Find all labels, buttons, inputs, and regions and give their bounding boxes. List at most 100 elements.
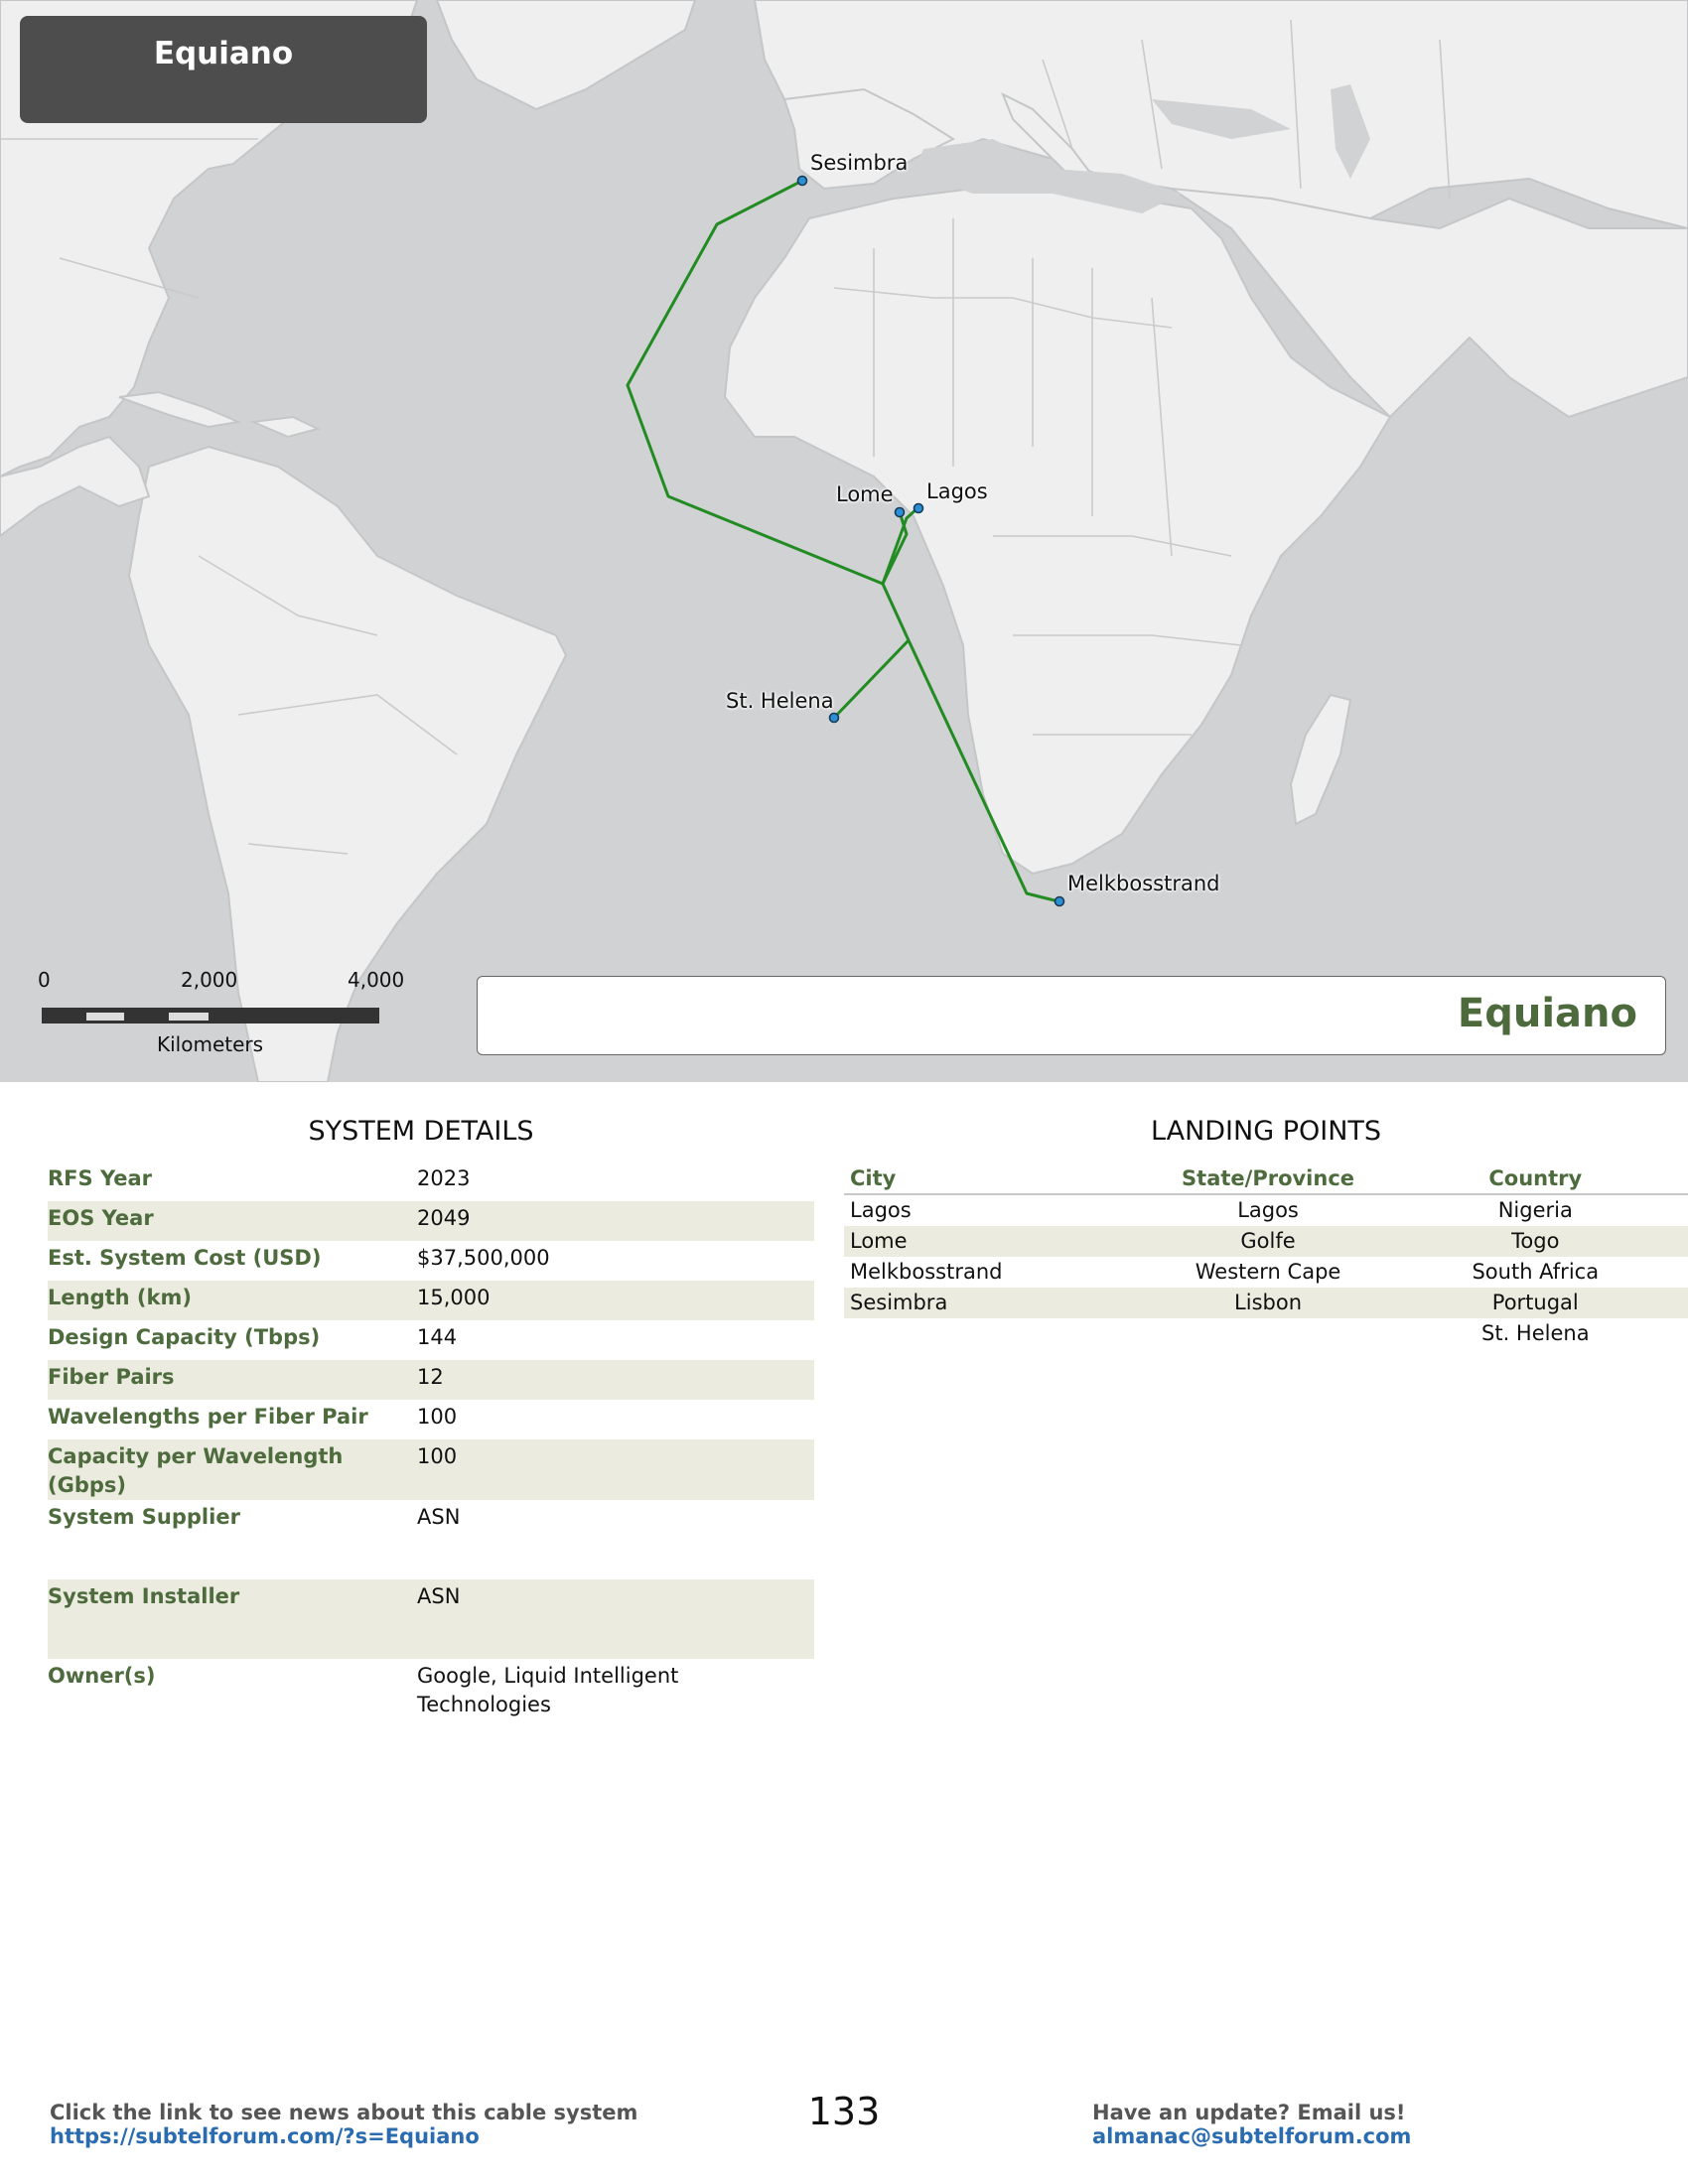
iberia-landmass [782,87,956,191]
table-row: Sesimbra Lisbon Portugal [844,1288,1688,1318]
news-footer: Click the link to see news about this ca… [50,2101,637,2148]
detail-value: ASN [417,1584,461,1608]
landing-point-lome-marker [894,506,906,518]
table-row: Melkbosstrand Western Cape South Africa [844,1257,1688,1288]
map-title: Equiano [153,36,294,71]
state-cell: Lagos [1237,1198,1299,1222]
cable-route [626,179,1059,903]
africa-landmass [723,182,1392,876]
detail-row: RFS Year 2023 [48,1161,814,1201]
detail-row: Capacity per Wavelength (Gbps) 100 [48,1439,814,1500]
detail-label: Design Capacity (Tbps) [48,1325,321,1349]
map-title-box: Equiano [20,16,427,123]
column-header-country: Country [1488,1166,1583,1190]
landing-points-table: City State/Province Country Lagos Lagos … [844,1163,1688,1349]
detail-row: Fiber Pairs 12 [48,1360,814,1400]
central-america-landmass [0,435,151,538]
detail-value: 2023 [417,1166,471,1190]
landing-points-header-row: City State/Province Country [844,1163,1688,1195]
country-cell: Portugal [1491,1291,1579,1314]
detail-value: 12 [417,1365,444,1389]
map-geography [0,0,1688,1082]
detail-row: Wavelengths per Fiber Pair 100 [48,1400,814,1439]
table-row: St. Helena [844,1318,1688,1349]
landing-point-melkbosstrand-marker [1054,895,1065,907]
update-footer: Have an update? Email us! almanac@subtel… [1092,2101,1411,2148]
landing-points-heading: LANDING POINTS [1150,1116,1382,1147]
cable-name: Equiano [1457,991,1637,1036]
detail-label: RFS Year [48,1166,152,1190]
madagascar-landmass [1289,693,1352,826]
country-cell: South Africa [1472,1260,1600,1284]
scale-unit: Kilometers [157,1032,264,1056]
detail-value: $37,500,000 [417,1246,550,1270]
city-cell [844,1318,1154,1349]
news-link[interactable]: https://subtelforum.com/?s=Equiano [50,2124,480,2148]
detail-label: Length (km) [48,1286,192,1309]
detail-value: 15,000 [417,1286,491,1309]
system-details-table: RFS Year 2023 EOS Year 2049 Est. System … [48,1161,814,1719]
city-cell: Melkbosstrand [850,1260,1003,1284]
cuba-landmass [118,390,242,429]
page-number: 133 [807,2090,881,2133]
landing-point-label: Lome [836,482,894,506]
system-details-heading: SYSTEM DETAILS [308,1116,534,1147]
city-cell: Lagos [850,1198,912,1222]
detail-row: Length (km) 15,000 [48,1281,814,1320]
detail-row: System Supplier ASN [48,1500,814,1579]
south-america-landmass [127,445,568,1082]
column-header-state: State/Province [1182,1166,1355,1190]
detail-value: 100 [417,1405,458,1429]
detail-row: Owner(s) Google, Liquid Intelligent Tech… [48,1659,814,1719]
detail-value: 2049 [417,1206,471,1230]
detail-value: 100 [417,1444,458,1468]
scale-tick: 0 [38,968,51,992]
landing-point-sesimbra-marker [796,175,808,187]
table-row: Lome Golfe Togo [844,1226,1688,1257]
detail-row: EOS Year 2049 [48,1201,814,1241]
country-cell: Togo [1511,1229,1560,1253]
state-cell: Lisbon [1234,1291,1303,1314]
update-text: Have an update? Email us! [1092,2101,1406,2124]
landing-point-label: Melkbosstrand [1067,872,1220,895]
column-header-city: City [850,1166,897,1190]
scale-bar: 0 2,000 4,000 Kilometers [30,968,427,1067]
state-cell: Western Cape [1195,1260,1341,1284]
state-cell [1154,1318,1383,1349]
hispaniola-landmass [249,415,321,439]
detail-row: Est. System Cost (USD) $37,500,000 [48,1241,814,1281]
detail-row: Design Capacity (Tbps) 144 [48,1320,814,1360]
detail-label: Fiber Pairs [48,1365,175,1389]
detail-value: ASN [417,1505,461,1529]
scale-bar-graphic [42,1008,379,1024]
state-cell: Golfe [1240,1229,1296,1253]
city-cell: Sesimbra [850,1291,948,1314]
country-cell: St. Helena [1481,1321,1590,1345]
detail-label: EOS Year [48,1206,154,1230]
landing-point-label: St. Helena [726,689,834,713]
country-cell: Nigeria [1497,1198,1573,1222]
greenland-landmass [435,0,697,111]
scale-tick: 2,000 [181,968,238,992]
landing-point-lagos-marker [913,502,924,514]
news-text: Click the link to see news about this ca… [50,2101,638,2124]
detail-label: Capacity per Wavelength (Gbps) [48,1444,344,1497]
detail-value: 144 [417,1325,458,1349]
scale-tick: 4,000 [348,968,405,992]
landing-point-st-helena-marker [828,712,840,724]
detail-label: Owner(s) [48,1664,156,1688]
detail-label: Est. System Cost (USD) [48,1246,322,1270]
cable-map: Sesimbra Lome Lagos St. Helena Melkbosst… [0,0,1688,1082]
detail-label: System Supplier [48,1505,240,1529]
detail-label: Wavelengths per Fiber Pair [48,1405,368,1429]
detail-value: Google, Liquid Intelligent Technologies [417,1664,679,1716]
email-link[interactable]: almanac@subtelforum.com [1092,2124,1412,2148]
cable-name-banner: Equiano [477,976,1666,1055]
landing-point-label: Sesimbra [810,151,909,175]
detail-label: System Installer [48,1584,240,1608]
middle-east-landmass [1171,188,1688,419]
landing-point-label: Lagos [926,479,988,503]
table-row: Lagos Lagos Nigeria [844,1195,1688,1226]
detail-row: System Installer ASN [48,1579,814,1659]
city-cell: Lome [850,1229,908,1253]
